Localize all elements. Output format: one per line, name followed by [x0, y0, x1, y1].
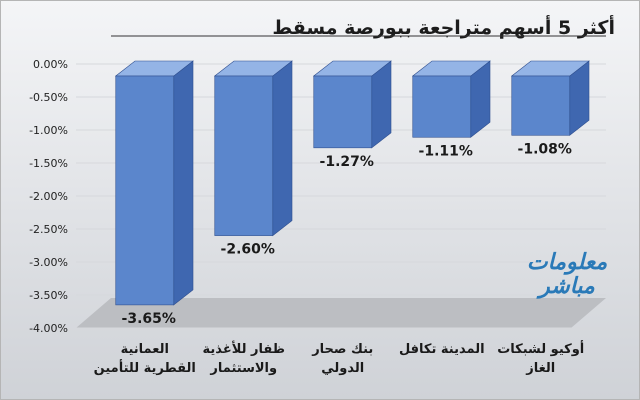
- y-tick-label: -4.00%: [29, 322, 68, 335]
- bar: [313, 75, 373, 149]
- y-tick-label: -0.50%: [29, 91, 68, 104]
- y-tick-label: -2.00%: [29, 190, 68, 203]
- data-label: -1.11%: [419, 143, 473, 159]
- data-label: -3.65%: [122, 311, 176, 327]
- bar: [214, 75, 274, 236]
- y-tick-label: 0.00%: [33, 58, 68, 71]
- watermark-line-1: معلومات: [526, 250, 608, 275]
- category-label: الغاز: [525, 361, 555, 376]
- category-label: ظفار للأغذية: [203, 340, 285, 357]
- y-tick-label: -2.50%: [29, 223, 68, 236]
- chart-floor: [76, 298, 606, 328]
- bar: [412, 75, 472, 138]
- y-tick-label: -1.50%: [29, 157, 68, 170]
- y-tick-label: -3.00%: [29, 256, 68, 269]
- bar-side: [173, 60, 194, 306]
- data-label: -1.08%: [518, 141, 572, 157]
- bar: [511, 75, 571, 136]
- category-label: والاستثمار: [209, 361, 277, 376]
- watermark-logo: معلومات مباشر: [517, 251, 617, 299]
- category-label: الدولي: [321, 361, 364, 376]
- category-label: بنك صحار: [311, 342, 373, 357]
- watermark-line-2: مباشر: [539, 274, 595, 299]
- chart-title: أكثر 5 أسهم متراجعة ببورصة مسقط: [272, 17, 615, 39]
- category-label: المدينة تكافل: [399, 342, 485, 357]
- category-label: العمانية: [121, 342, 169, 357]
- category-label: القطرية للتأمين: [94, 359, 196, 376]
- data-label: -2.60%: [221, 242, 275, 258]
- bar: [115, 75, 175, 306]
- bar-side: [272, 60, 293, 237]
- data-label: -1.27%: [320, 154, 374, 170]
- y-tick-label: -3.50%: [29, 289, 68, 302]
- y-tick-label: -1.00%: [29, 124, 68, 137]
- category-label: أوكيو لشبكات: [497, 340, 584, 357]
